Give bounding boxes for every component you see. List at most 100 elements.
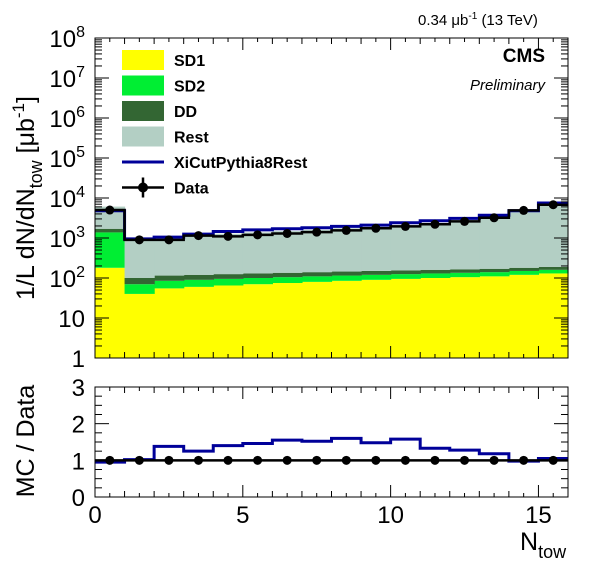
data-point-12 [460, 216, 470, 226]
upper-y-axis-label: 1/L dN/dNtow [μb-1] [9, 96, 46, 300]
legend-label: XiCutPythia8Rest [174, 155, 308, 172]
data-point-11 [430, 219, 440, 229]
bar-dd-5 [242, 273, 273, 278]
bar-dd-0 [95, 228, 126, 233]
bar-dd-9 [361, 270, 392, 275]
x-tick-label-2: 10 [377, 502, 404, 529]
bar-dd-7 [301, 272, 333, 277]
ratio-point-14 [519, 455, 529, 465]
bar-rest-6 [272, 231, 303, 273]
upper-ticks [94, 37, 569, 359]
ratio-point-2 [164, 455, 174, 465]
bar-sd1-10 [390, 278, 421, 358]
legend-swatch [122, 50, 164, 70]
legend: SD1 SD2 DD Rest XiCutPythia8Rest Data [122, 50, 308, 198]
bar-sd2-1 [124, 284, 155, 294]
data-point-7 [312, 227, 322, 237]
bar-rest-9 [361, 226, 392, 271]
legend-swatch-marker [138, 182, 148, 193]
data-point-15 [548, 200, 558, 210]
experiment-label: CMS [503, 46, 545, 67]
x-tick-label-1: 5 [236, 502, 249, 529]
bar-rest-14 [508, 211, 540, 268]
lower-y-axis-label: MC / Data [12, 385, 40, 498]
ratio-point-9 [371, 455, 381, 465]
legend-entry-sd2: SD2 [122, 75, 205, 96]
y-tick-label-0: 1 [72, 346, 85, 373]
bar-rest-10 [390, 225, 421, 271]
ratio-line-mc [95, 436, 568, 464]
bar-sd1-13 [479, 276, 510, 358]
bar-rest-8 [331, 228, 362, 272]
ratio-point-6 [282, 455, 292, 465]
ratio-point-11 [430, 455, 440, 465]
data-point-1 [134, 235, 144, 245]
ratio-point-5 [253, 455, 263, 465]
legend-entry-sd1: SD1 [122, 50, 205, 70]
bar-sd1-7 [301, 281, 333, 358]
bar-sd2-9 [361, 274, 392, 280]
bar-sd2-14 [508, 270, 540, 275]
data-point-9 [371, 223, 381, 233]
upper-panel: 1 10 102 103 104 105 106 107 108 SD1 SD2 DD Rest XiC… [9, 24, 569, 373]
y-tick-label-5: 105 [49, 144, 85, 173]
ratio-point-3 [193, 455, 203, 465]
bar-sd2-10 [390, 274, 421, 279]
legend-entry-dd: DD [122, 101, 197, 121]
bar-rest-1 [124, 239, 155, 278]
bar-rest-7 [301, 229, 333, 273]
legend-entry-rest: Rest [122, 126, 209, 147]
bar-sd2-7 [301, 276, 333, 282]
data-point-6 [282, 228, 292, 238]
ratio-point-13 [489, 455, 499, 465]
y-tick-label-8: 108 [49, 24, 85, 53]
bar-sd2-2 [154, 280, 185, 289]
y-tick-label-7: 107 [49, 64, 85, 93]
legend-label: Rest [174, 130, 209, 147]
bar-sd2-13 [479, 272, 510, 277]
legend-label: SD2 [174, 79, 205, 96]
ratio-points [105, 455, 558, 465]
data-point-5 [253, 230, 263, 240]
x-tick-labels: 0 5 10 15 [88, 502, 551, 529]
legend-label: DD [174, 104, 197, 121]
legend-entry-xicutpythia8rest: XiCutPythia8Rest [122, 155, 308, 172]
ratio-y-tick-label-2: 2 [72, 412, 85, 439]
bar-sd1-8 [331, 280, 362, 358]
ratio-point-4 [223, 455, 233, 465]
bar-dd-15 [538, 266, 569, 270]
bar-rest-12 [449, 220, 480, 270]
bar-dd-1 [124, 278, 155, 285]
bar-dd-6 [272, 272, 303, 278]
bar-sd1-0 [95, 267, 126, 358]
legend-label: Data [174, 181, 209, 198]
data-points [105, 200, 558, 245]
legend-swatch [122, 75, 164, 96]
data-point-0 [105, 205, 115, 215]
bar-sd1-5 [242, 284, 273, 358]
ratio-point-15 [548, 455, 558, 465]
bar-sd1-3 [183, 286, 214, 358]
bar-rest-15 [538, 204, 569, 267]
data-point-3 [193, 231, 203, 241]
luminosity-label: 0.34 μb-1 (13 TeV) [418, 11, 538, 29]
bar-dd-14 [508, 267, 540, 271]
ratio-point-7 [312, 455, 322, 465]
bar-sd2-6 [272, 277, 303, 283]
x-tick-label-3: 15 [525, 502, 552, 529]
lower-ticks [94, 386, 569, 498]
stacked-bars [95, 204, 569, 358]
bar-sd2-5 [242, 278, 273, 285]
data-point-2 [164, 235, 174, 245]
bar-sd1-14 [508, 274, 540, 358]
bar-sd2-15 [538, 269, 569, 274]
bar-sd1-2 [154, 288, 185, 358]
bar-dd-2 [154, 275, 185, 281]
legend-swatch [122, 101, 164, 121]
bar-dd-10 [390, 270, 421, 275]
bar-dd-3 [183, 274, 214, 280]
bar-sd2-3 [183, 279, 214, 287]
y-tick-label-4: 104 [49, 184, 85, 213]
legend-label: SD1 [174, 53, 205, 70]
